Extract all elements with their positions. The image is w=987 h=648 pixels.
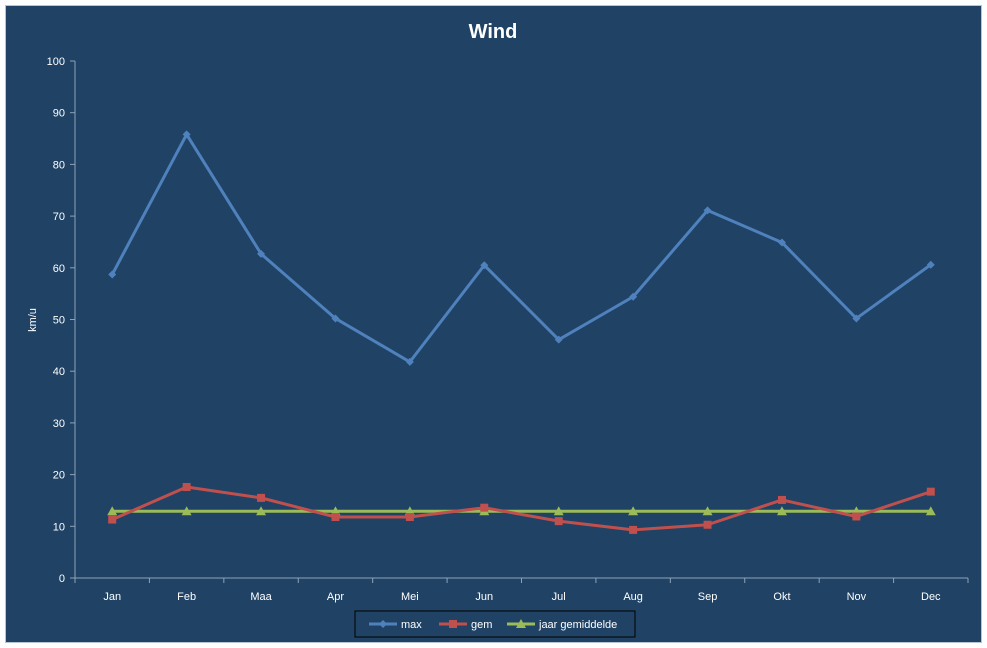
chart-frame <box>5 5 982 643</box>
legend-label-max: max <box>401 619 422 631</box>
legend-marker-jaar-gemiddelde <box>516 619 526 628</box>
data-point-jaar-gemiddelde <box>628 506 639 516</box>
x-tick-label: Jun <box>475 591 493 603</box>
data-point-max <box>554 335 563 344</box>
data-point-max <box>629 292 638 301</box>
y-axis-title: km/u <box>27 308 39 332</box>
y-tick-label: 50 <box>53 315 65 327</box>
axes: 0 10 20 30 40 50 60 70 80 90 100 Jan Feb Maa Apr Mei Jun… <box>47 56 969 603</box>
data-point-max <box>108 270 117 279</box>
data-point-jaar-gemiddelde <box>776 506 787 516</box>
data-point-max <box>852 314 861 323</box>
data-point-jaar-gemiddelde <box>107 506 118 516</box>
x-tick-label: Apr <box>327 591 344 603</box>
series-max <box>108 130 935 366</box>
data-point-jaar-gemiddelde <box>925 506 936 516</box>
y-tick-label: 100 <box>47 56 65 68</box>
data-point-gem <box>108 515 117 524</box>
data-point-gem <box>480 503 489 512</box>
x-tick-label: Nov <box>847 591 867 603</box>
data-point-max <box>703 206 712 215</box>
data-point-gem <box>629 525 638 534</box>
x-tick-label: Okt <box>773 591 790 603</box>
data-point-jaar-gemiddelde <box>702 506 713 516</box>
y-tick-label: 0 <box>59 573 65 585</box>
x-tick-label: Jul <box>552 591 566 603</box>
y-tick-label: 20 <box>53 470 65 482</box>
data-point-gem <box>926 487 935 496</box>
data-point-max <box>182 130 191 139</box>
data-point-gem <box>257 493 266 502</box>
x-tick-label: Dec <box>921 591 941 603</box>
data-point-max <box>777 238 786 247</box>
data-point-gem <box>554 517 563 526</box>
data-point-gem <box>852 512 861 521</box>
legend-label-jaar-gemiddelde: jaar gemiddelde <box>538 619 617 631</box>
data-point-max <box>331 314 340 323</box>
data-point-gem <box>703 520 712 529</box>
x-tick-label: Maa <box>250 591 272 603</box>
x-tick-label: Aug <box>623 591 643 603</box>
data-point-gem <box>405 512 414 521</box>
x-tick-label: Feb <box>177 591 196 603</box>
y-tick-label: 60 <box>53 263 65 275</box>
y-tick-label: 30 <box>53 418 65 430</box>
series-line-gem <box>111 485 932 532</box>
data-point-max <box>257 249 266 258</box>
legend-label-gem: gem <box>471 619 492 631</box>
data-point-gem <box>777 495 786 504</box>
y-tick-label: 70 <box>53 211 65 223</box>
chart-title: Wind <box>469 21 518 43</box>
legend: max gem jaar gemiddelde <box>354 610 636 638</box>
series-gem <box>108 483 935 534</box>
y-tick-label: 80 <box>53 159 65 171</box>
data-point-jaar-gemiddelde <box>181 506 192 516</box>
y-tick-label: 10 <box>53 521 65 533</box>
legend-marker-gem <box>449 620 457 628</box>
legend-marker-max <box>379 620 387 628</box>
data-point-jaar-gemiddelde <box>256 506 267 516</box>
y-tick-label: 40 <box>53 366 65 378</box>
data-point-gem <box>182 483 191 492</box>
data-point-max <box>926 260 935 269</box>
series-line-max <box>110 132 932 364</box>
x-tick-label: Sep <box>698 591 718 603</box>
x-tick-label: Mei <box>401 591 419 603</box>
series-layer <box>107 130 936 534</box>
y-tick-label: 90 <box>53 108 65 120</box>
data-point-jaar-gemiddelde <box>553 506 564 516</box>
legend-box <box>354 610 636 638</box>
data-point-max <box>480 261 489 270</box>
data-point-max <box>405 357 414 366</box>
data-point-gem <box>331 512 340 521</box>
x-tick-label: Jan <box>103 591 121 603</box>
